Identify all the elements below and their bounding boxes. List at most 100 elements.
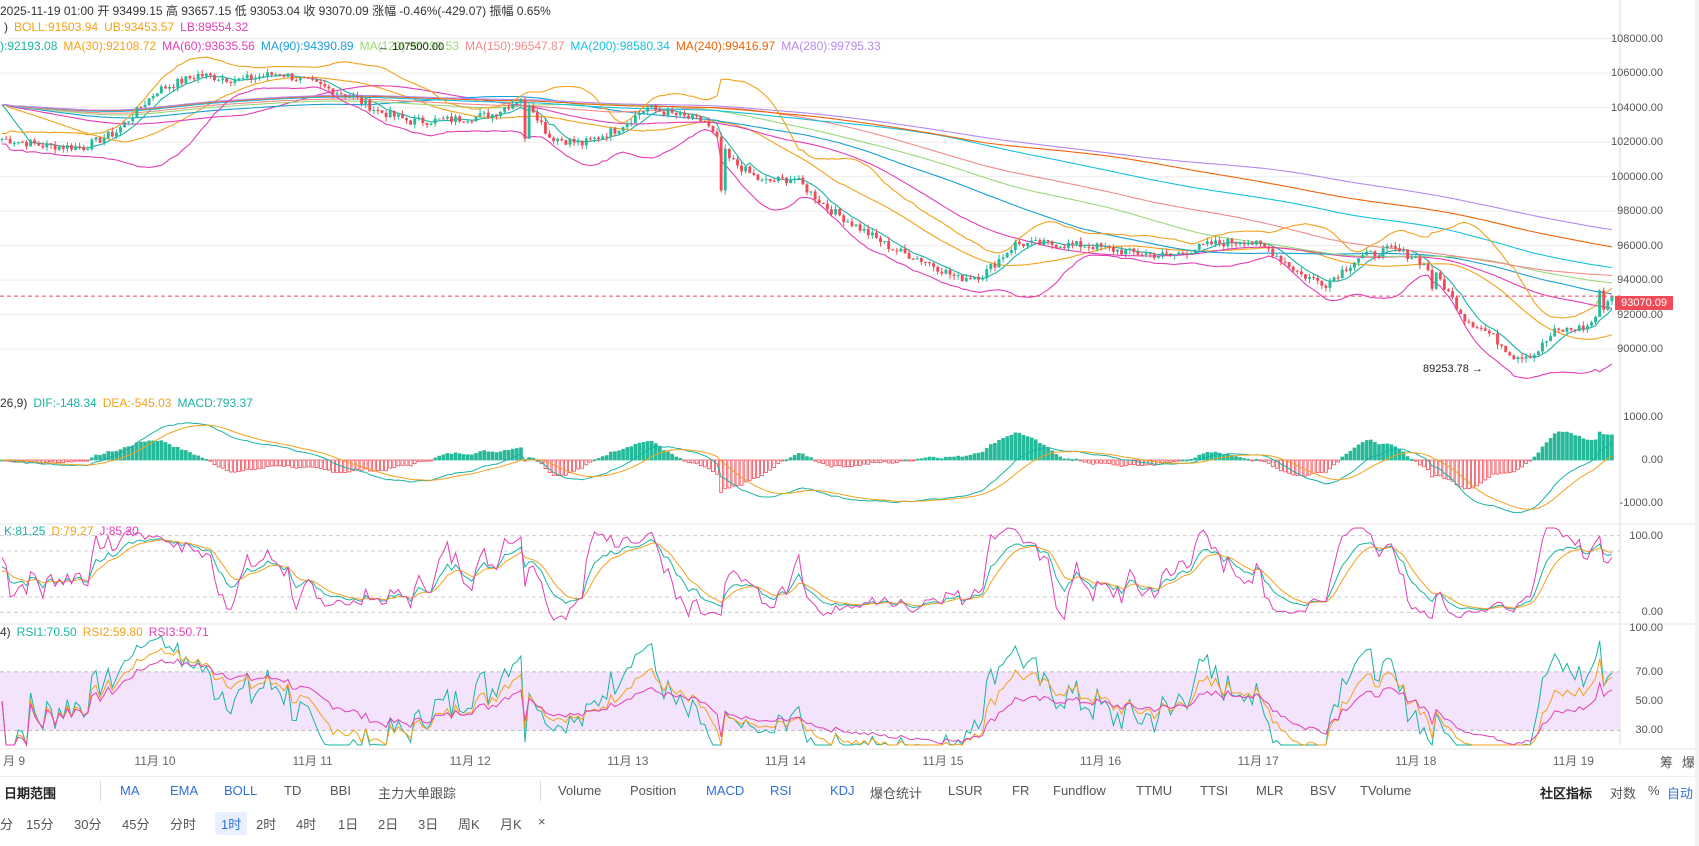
sub-indicator-btn-9[interactable]: TTMU (1136, 783, 1173, 798)
sub-indicator-btn-2[interactable]: MACD (706, 783, 745, 798)
candle-body (605, 136, 609, 138)
candle-body (282, 75, 286, 77)
candle-body (1103, 245, 1107, 247)
candle-body (61, 146, 65, 149)
indicator-btn-5[interactable]: BBI (330, 783, 351, 798)
indicator-btn-4[interactable]: TD (284, 783, 302, 798)
macd-histogram-bar (465, 454, 470, 461)
chip-toggle[interactable]: 筹 (1660, 755, 1674, 770)
sub-indicator-btn-4[interactable]: KDJ (830, 783, 855, 798)
macd-histogram-bar (1548, 438, 1553, 461)
candle-body (1316, 277, 1320, 281)
interval-btn-0[interactable]: 分 (0, 817, 14, 832)
macd-histogram-bar (776, 459, 781, 464)
macd-histogram-bar (1038, 443, 1042, 461)
sub-indicator-btn-8[interactable]: Fundflow (1053, 783, 1106, 798)
candle-body (302, 77, 306, 79)
sub-indicator-btn-7[interactable]: FR (1012, 783, 1030, 798)
sub-indicator-btn-12[interactable]: BSV (1310, 783, 1337, 798)
kdj-legend-item: D:79.27 (51, 524, 94, 538)
macd-histogram-bar (1364, 440, 1369, 461)
sub-indicator-btn-0[interactable]: Volume (558, 783, 602, 798)
macd-histogram-bar (817, 459, 822, 464)
macd-histogram-bar (625, 447, 629, 461)
chart-tool-0[interactable]: 社区指标 (1540, 786, 1593, 801)
candle-body (241, 78, 245, 80)
candle-body (1279, 255, 1283, 262)
indicator-btn-1[interactable]: MA (120, 783, 140, 798)
interval-btn-1[interactable]: 15分 (26, 817, 54, 832)
scrollbar-edge[interactable] (1695, 0, 1699, 846)
macd-histogram-bar (249, 459, 254, 471)
indicator-btn-2[interactable]: EMA (170, 783, 199, 798)
interval-btn-7[interactable]: 4时 (296, 817, 317, 832)
candle-body (119, 127, 122, 133)
macd-histogram-bar (984, 448, 989, 461)
candle-body (977, 277, 981, 280)
macd-histogram-bar (1279, 459, 1283, 472)
candle-body (1071, 242, 1074, 245)
candle-body (1479, 327, 1483, 329)
candle-body (1165, 252, 1168, 254)
indicator-btn-6[interactable]: 主力大单跟踪 (378, 786, 457, 801)
macd-histogram-bar (813, 459, 817, 462)
chart-tool-2[interactable]: % (1648, 783, 1660, 798)
candle-body (601, 136, 605, 139)
sub-indicator-btn-5[interactable]: 爆仓统计 (870, 786, 923, 801)
candle-body (711, 126, 715, 132)
macd-histogram-bar (1050, 450, 1054, 461)
interval-btn-11[interactable]: 周K (458, 817, 480, 832)
candle-body (401, 114, 404, 119)
sub-indicator-btn-11[interactable]: MLR (1256, 783, 1284, 798)
sub-indicator-btn-1[interactable]: Position (630, 783, 677, 798)
macd-histogram-bar (796, 453, 801, 461)
interval-btn-12[interactable]: 月K (500, 817, 522, 832)
candle-body (854, 224, 858, 226)
chart-tool-1[interactable]: 对数 (1610, 786, 1637, 801)
interval-btn-10[interactable]: 3日 (418, 817, 439, 832)
sub-indicator-btn-13[interactable]: TVolume (1360, 783, 1412, 798)
boll-legend-item: BOLL:91503.94 (14, 20, 99, 34)
interval-btn-5[interactable]: 1时 (215, 812, 248, 835)
macd-histogram-bar (343, 459, 348, 473)
macd-histogram-bar (600, 456, 605, 461)
sub-indicator-btn-6[interactable]: LSUR (948, 783, 983, 798)
price-tick: 92000.00 (1617, 308, 1663, 321)
ma120-line (1, 100, 1612, 284)
macd-histogram-bar (935, 457, 940, 461)
candle-body (1357, 258, 1361, 263)
macd-histogram-bar (613, 451, 617, 461)
time-tick: 11月 12 (449, 754, 491, 768)
indicator-tick: 100.00 (1629, 622, 1663, 634)
time-tick: 11月 13 (607, 754, 649, 768)
interval-btn-3[interactable]: 45分 (122, 817, 150, 832)
liquidation-toggle[interactable]: 爆 (1682, 755, 1696, 770)
macd-histogram-bar (200, 457, 205, 461)
indicator-btn-3[interactable]: BOLL (224, 783, 258, 798)
candle-body (176, 78, 180, 88)
chart-tool-3[interactable]: 自动 (1667, 786, 1694, 801)
interval-btn-13[interactable]: × (538, 814, 546, 829)
macd-histogram-bar (421, 459, 425, 462)
indicator-btn-0[interactable]: 日期范围 (4, 786, 57, 801)
candle-body (1520, 357, 1524, 359)
rsi-legend-item: RSI1:70.50 (16, 625, 77, 639)
candle-body (147, 98, 151, 106)
macd-histogram-bar (968, 454, 973, 461)
interval-btn-9[interactable]: 2日 (378, 817, 399, 832)
macd-histogram-bar (1295, 459, 1300, 476)
macd-histogram-bar (1181, 459, 1185, 462)
candle-body (315, 79, 319, 82)
candle-body (57, 146, 61, 150)
kdj-k-line (1, 538, 1613, 611)
macd-histogram-bar (204, 458, 209, 461)
interval-btn-2[interactable]: 30分 (74, 817, 102, 832)
interval-btn-4[interactable]: 分时 (170, 817, 197, 832)
sub-indicator-btn-10[interactable]: TTSI (1200, 783, 1229, 798)
candle-body (200, 73, 204, 77)
interval-btn-8[interactable]: 1日 (338, 817, 359, 832)
sub-indicator-btn-3[interactable]: RSI (770, 783, 792, 798)
macd-legend-item: MACD:793.37 (177, 396, 253, 410)
interval-btn-6[interactable]: 2时 (256, 817, 277, 832)
